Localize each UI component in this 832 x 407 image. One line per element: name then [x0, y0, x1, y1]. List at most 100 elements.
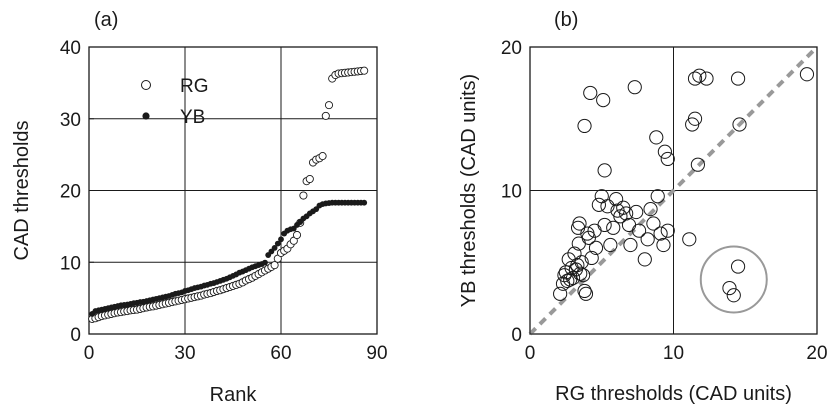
- data-point: [609, 192, 624, 207]
- rg-point: [324, 101, 334, 110]
- data-point: [596, 92, 611, 108]
- panel-a-y-axis-label: CAD thresholds: [11, 120, 33, 260]
- x-tick-label: 10: [663, 343, 684, 364]
- data-point: [656, 237, 671, 253]
- data-point: [580, 226, 595, 241]
- data-point: [730, 71, 746, 86]
- data-point: [588, 240, 604, 255]
- legend-rg-marker: [141, 80, 151, 90]
- x-tick-label: 90: [366, 343, 387, 364]
- data-point: [653, 226, 668, 241]
- data-point: [687, 71, 703, 86]
- rg-point: [270, 261, 279, 270]
- data-point: [726, 288, 741, 303]
- data-point: [657, 144, 672, 159]
- y-tick-label: 40: [60, 38, 81, 59]
- panel-b-x-ticks: 0 10 20: [525, 329, 828, 364]
- data-point: [699, 71, 714, 86]
- data-point: [649, 130, 664, 145]
- rg-point: [305, 174, 314, 184]
- panel-a-x-axis-label: Rank: [210, 384, 258, 406]
- x-tick-label: 60: [270, 343, 291, 364]
- data-point: [799, 67, 815, 82]
- data-point: [570, 220, 586, 235]
- panel-a-x-ticks: 0 30 60 90: [84, 329, 388, 364]
- panel-b: (b) 0 10 20 0 10 20 RG thresholds (CAD units…: [458, 9, 828, 405]
- x-tick-label: 0: [525, 343, 536, 364]
- data-point: [682, 232, 697, 247]
- legend-rg-label: RG: [180, 76, 209, 97]
- data-point: [660, 151, 675, 167]
- x-tick-label: 30: [174, 343, 195, 364]
- panel-b-x-axis-label: RG thresholds (CAD units): [555, 383, 792, 405]
- rg-point: [318, 152, 327, 161]
- data-point: [640, 232, 655, 247]
- data-point: [584, 250, 599, 266]
- data-point: [646, 216, 661, 231]
- panel-a-marks: [88, 66, 369, 323]
- panel-a-y-ticks: 0 10 20 30 40: [60, 38, 94, 346]
- data-point: [553, 286, 568, 301]
- x-tick-label: 0: [84, 343, 95, 364]
- panel-b-marks: [553, 67, 815, 314]
- data-point: [597, 217, 612, 233]
- data-point: [603, 237, 618, 253]
- y-tick-label: 10: [60, 253, 81, 274]
- data-point: [722, 280, 737, 296]
- y-tick-label: 20: [501, 38, 522, 59]
- y-tick-label: 0: [70, 325, 81, 346]
- yb-point: [274, 240, 281, 247]
- data-point: [578, 286, 594, 301]
- data-point: [591, 197, 606, 212]
- data-point: [597, 163, 612, 178]
- panel-a: (a) 0 30 60 90 0 10 20 30 40 Rank CAD threshold…: [11, 9, 388, 406]
- data-point: [573, 266, 588, 281]
- rg-point: [299, 191, 308, 200]
- data-point: [692, 68, 707, 83]
- data-point: [565, 270, 581, 286]
- data-point: [581, 230, 596, 245]
- data-point: [730, 259, 746, 274]
- y-tick-label: 30: [60, 110, 81, 131]
- data-point: [629, 204, 644, 220]
- data-point: [567, 246, 582, 261]
- rg-point: [292, 230, 302, 240]
- yb-point: [278, 236, 284, 243]
- data-point: [650, 189, 665, 204]
- data-point: [623, 237, 638, 253]
- highlight-circle: [699, 245, 768, 314]
- legend-yb-marker: [142, 112, 150, 120]
- legend-yb-label: YB: [180, 107, 205, 128]
- data-point: [606, 220, 621, 235]
- yb-point: [262, 259, 268, 266]
- rg-point: [321, 111, 330, 120]
- panel-a-legend: RG YB: [141, 76, 209, 128]
- y-tick-label: 20: [60, 182, 81, 203]
- data-point: [627, 80, 642, 95]
- y-tick-label: 10: [501, 182, 522, 203]
- data-point: [594, 189, 609, 204]
- y-tick-label: 0: [511, 325, 522, 346]
- panel-b-label: (b): [554, 9, 578, 31]
- data-point: [621, 217, 637, 233]
- data-point: [690, 157, 705, 172]
- identity-line: [528, 45, 819, 336]
- panel-b-y-ticks: 0 10 20: [501, 38, 535, 346]
- panel-a-grid: [89, 47, 377, 334]
- data-point: [583, 85, 598, 101]
- rg-point: [360, 66, 369, 75]
- data-point: [660, 223, 675, 238]
- data-point: [575, 268, 591, 283]
- panel-b-y-axis-label: YB thresholds (CAD units): [458, 74, 480, 307]
- data-point: [577, 283, 592, 299]
- data-point: [577, 118, 592, 134]
- panel-a-label: (a): [94, 9, 118, 31]
- data-point: [631, 223, 647, 238]
- data-point: [643, 202, 658, 217]
- data-point: [619, 206, 634, 221]
- yb-point: [271, 245, 278, 251]
- panel-b-identity-line: [528, 45, 819, 336]
- data-point: [732, 117, 747, 132]
- data-point: [637, 252, 652, 267]
